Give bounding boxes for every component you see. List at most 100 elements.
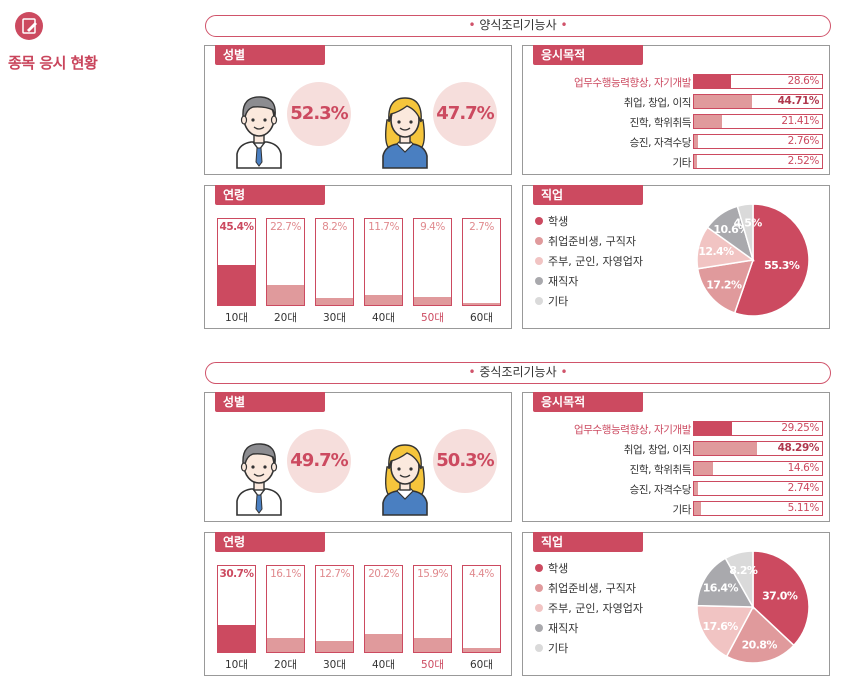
pencil-icon — [15, 12, 43, 40]
purpose-bar-fill — [694, 422, 733, 435]
pie-slice — [736, 203, 754, 261]
female-percentage: 50.3% — [433, 429, 497, 493]
age-value: 8.2% — [322, 221, 347, 233]
age-bar: 8.2% — [315, 218, 354, 306]
age-bar-fill — [365, 294, 402, 305]
purpose-row: 취업, 창업, 이직 48.29% — [543, 441, 823, 458]
legend-dot — [535, 604, 543, 612]
legend-label: 기타 — [548, 295, 569, 308]
pie-slice — [696, 604, 755, 658]
purpose-value: 5.11% — [787, 502, 820, 514]
age-bar-fill — [218, 624, 255, 652]
age-value: 12.7% — [319, 568, 350, 580]
heading-dot: • — [468, 365, 480, 379]
pie-slice-label: 17.2% — [706, 278, 742, 291]
purpose-value: 2.52% — [787, 155, 820, 167]
age-bar: 9.4% — [413, 218, 452, 306]
age-label: 50대 — [420, 312, 445, 324]
legend-label: 재직자 — [548, 275, 579, 288]
legend-item: 재직자 — [535, 272, 643, 292]
purpose-bar: 5.11% — [693, 501, 823, 516]
pie-slice — [725, 605, 795, 664]
job-tab: 직업 — [533, 532, 643, 552]
pie-slice-label: 4.5% — [734, 216, 763, 229]
pie-slice-label: 16.4% — [703, 581, 739, 594]
age-tab: 연령 — [215, 185, 325, 205]
purpose-bar: 2.52% — [693, 154, 823, 169]
purpose-row: 업무수행능력향상, 자기개발 28.6% — [543, 74, 823, 91]
job-pie-chart: 55.3% 17.2% 12.4% 10.6%4.5% — [696, 203, 810, 317]
job-panel: 직업 학생 취업준비생, 구직자 주부, 군인, 자영업자 재직자 기타 55.3% 17.2… — [522, 185, 830, 329]
age-value: 11.7% — [368, 221, 399, 233]
purpose-bar-fill — [694, 95, 753, 108]
pie-slice — [752, 550, 810, 647]
page-title: 종목 응시 현황 — [8, 54, 98, 72]
age-bar: 45.4% — [217, 218, 256, 306]
female-percentage: 47.7% — [433, 82, 497, 146]
purpose-row: 취업, 창업, 이직 44.71% — [543, 94, 823, 111]
purpose-bar: 14.6% — [693, 461, 823, 476]
age-bar: 15.9% — [413, 565, 452, 653]
age-bar-fill — [463, 648, 500, 652]
purpose-row: 승진, 자격수당 2.74% — [543, 481, 823, 498]
pie-slice-label: 12.4% — [698, 245, 734, 258]
legend-item: 학생 — [535, 212, 643, 232]
age-bar-fill — [267, 637, 304, 652]
legend-item: 재직자 — [535, 619, 643, 639]
age-bar: 22.7% — [266, 218, 305, 306]
job-pie-chart: 37.0% 20.8%17.6% 16.4% 8.2% — [696, 550, 810, 664]
purpose-label: 업무수행능력향상, 자기개발 — [574, 77, 691, 89]
age-bar-fill — [316, 640, 353, 652]
age-bar-fill — [414, 638, 451, 652]
purpose-row: 승진, 자격수당 2.76% — [543, 134, 823, 151]
age-value: 9.4% — [420, 221, 445, 233]
age-tab: 연령 — [215, 532, 325, 552]
legend-label: 주부, 군인, 자영업자 — [548, 255, 643, 268]
male-avatar-icon — [231, 90, 287, 174]
heading-dot: • — [556, 365, 568, 379]
male-percentage: 52.3% — [287, 82, 351, 146]
age-bar: 20.2% — [364, 565, 403, 653]
age-label: 10대 — [224, 312, 249, 324]
purpose-label: 기타 — [672, 504, 691, 516]
pie-slice-label: 8.2% — [729, 564, 758, 577]
purpose-bar-fill — [694, 75, 732, 88]
legend-dot — [535, 584, 543, 592]
age-panel: 연령 45.4% 10대 22.7% 20대 8.2% 30대 11.7% 40대 9.4% 50대… — [204, 185, 512, 329]
age-label: 10대 — [224, 659, 249, 671]
job-panel: 직업 학생 취업준비생, 구직자 주부, 군인, 자영업자 재직자 기타 37.0% 20.8… — [522, 532, 830, 676]
purpose-value: 2.76% — [787, 135, 820, 147]
age-bar-fill — [365, 634, 402, 652]
gender-panel: 성별 49.7% 50.3% — [204, 392, 512, 522]
purpose-label: 취업, 창업, 이직 — [623, 97, 692, 109]
legend-dot — [535, 257, 543, 265]
pie-slice — [724, 550, 754, 610]
legend-dot — [535, 297, 543, 305]
purpose-value: 21.41% — [781, 115, 819, 127]
age-value: 16.1% — [270, 568, 301, 580]
age-label: 60대 — [469, 659, 494, 671]
purpose-label: 승진, 자격수당 — [629, 484, 692, 496]
purpose-bar-fill — [694, 115, 722, 128]
section-heading: • 양식조리기능사 • — [205, 15, 831, 37]
age-value: 30.7% — [219, 568, 254, 580]
purpose-label: 취업, 창업, 이직 — [623, 444, 692, 456]
purpose-bar: 2.74% — [693, 481, 823, 496]
pie-slice-label: 37.0% — [762, 589, 798, 602]
pie-slice — [696, 557, 755, 608]
purpose-bar-fill — [694, 442, 757, 455]
purpose-bar-fill — [694, 155, 698, 168]
female-avatar-icon — [377, 90, 433, 174]
age-bar-fill — [218, 265, 255, 305]
purpose-bar-fill — [694, 482, 698, 495]
female-avatar-icon — [377, 437, 433, 521]
purpose-panel: 응시목적 업무수행능력향상, 자기개발 28.6% 취업, 창업, 이직 44.71% 진… — [522, 45, 830, 175]
purpose-panel: 응시목적 업무수행능력향상, 자기개발 29.25% 취업, 창업, 이직 48.29%… — [522, 392, 830, 522]
legend-label: 주부, 군인, 자영업자 — [548, 602, 643, 615]
age-label: 20대 — [273, 312, 298, 324]
male-percentage: 49.7% — [287, 429, 351, 493]
age-label: 60대 — [469, 312, 494, 324]
legend-item: 취업준비생, 구직자 — [535, 232, 643, 252]
age-value: 15.9% — [417, 568, 448, 580]
age-label: 30대 — [322, 659, 347, 671]
